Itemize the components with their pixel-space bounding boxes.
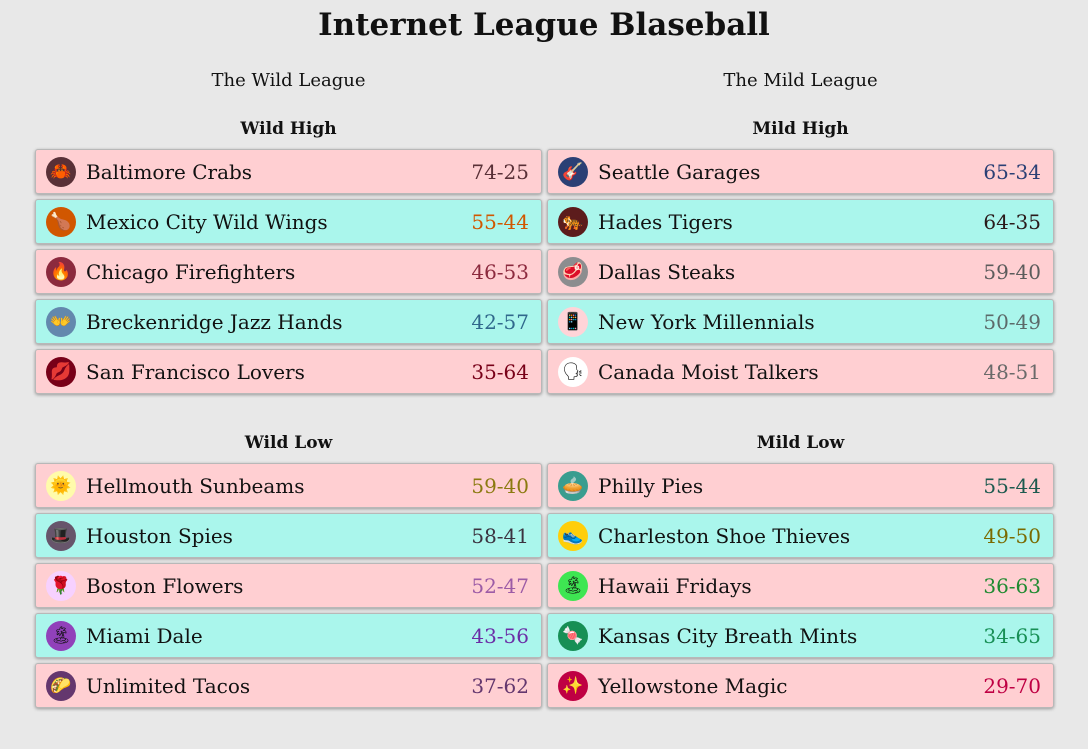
team-row[interactable]: 🎩 Houston Spies 58-41 — [35, 513, 542, 558]
team-name[interactable]: Chicago Firefighters — [86, 259, 296, 284]
team-row[interactable]: 📱 New York Millennials 50-49 — [547, 299, 1054, 344]
team-row[interactable]: ✨ Yellowstone Magic 29-70 — [547, 663, 1054, 708]
rose-icon: 🌹 — [46, 570, 76, 601]
team-row[interactable]: 🗣 Canada Moist Talkers 48-51 — [547, 349, 1054, 394]
team-row[interactable]: 🥧 Philly Pies 55-44 — [547, 463, 1054, 508]
talking-head-icon: 🗣 — [558, 356, 588, 387]
mild-league: The Mild League Mild High 🎸 Seattle Garag… — [547, 47, 1054, 713]
team-record: 58-41 — [471, 523, 529, 548]
division-name: Wild Low — [244, 433, 333, 453]
team-name[interactable]: New York Millennials — [598, 309, 815, 334]
island-icon: 🏝 — [558, 570, 588, 601]
team-row[interactable]: 🐅 Hades Tigers 64-35 — [547, 199, 1054, 244]
team-record: 52-47 — [471, 573, 529, 598]
division-name: Wild High — [240, 119, 337, 139]
division-standings: 🌞 Hellmouth Sunbeams 59-40 🎩 Houston Spies 58… — [35, 463, 542, 708]
mint-icon: 🍬 — [558, 620, 588, 651]
team-name[interactable]: Unlimited Tacos — [86, 673, 251, 698]
team-name[interactable]: Philly Pies — [598, 473, 704, 498]
league-name: The Wild League — [211, 70, 366, 91]
team-record: 74-25 — [471, 159, 529, 184]
team-name[interactable]: Seattle Garages — [598, 159, 761, 184]
team-name[interactable]: Charleston Shoe Thieves — [598, 523, 851, 548]
team-record: 59-40 — [983, 259, 1041, 284]
team-name[interactable]: San Francisco Lovers — [86, 359, 305, 384]
steak-icon: 🥩 — [558, 256, 588, 287]
team-record: 34-65 — [983, 623, 1041, 648]
team-record: 59-40 — [471, 473, 529, 498]
team-record: 43-56 — [471, 623, 529, 648]
team-row[interactable]: 💋 San Francisco Lovers 35-64 — [35, 349, 542, 394]
fire-icon: 🔥 — [46, 256, 76, 287]
team-row[interactable]: 🏝 Miami Dale 43-56 — [35, 613, 542, 658]
division-name: Mild High — [752, 119, 849, 139]
page-title: Internet League Blaseball — [318, 7, 770, 43]
team-name[interactable]: Houston Spies — [86, 523, 233, 548]
team-name[interactable]: Canada Moist Talkers — [598, 359, 819, 384]
tiger-icon: 🐅 — [558, 206, 588, 237]
team-name[interactable]: Boston Flowers — [86, 573, 244, 598]
taco-icon: 🌮 — [46, 670, 76, 701]
team-name[interactable]: Hawaii Fridays — [598, 573, 752, 598]
team-row[interactable]: 🌹 Boston Flowers 52-47 — [35, 563, 542, 608]
phone-icon: 📱 — [558, 306, 588, 337]
lips-icon: 💋 — [46, 356, 76, 387]
team-record: 42-57 — [471, 309, 529, 334]
team-name[interactable]: Dallas Steaks — [598, 259, 736, 284]
team-record: 49-50 — [983, 523, 1041, 548]
team-row[interactable]: 🔥 Chicago Firefighters 46-53 — [35, 249, 542, 294]
shoe-icon: 👟 — [558, 520, 588, 551]
team-record: 65-34 — [983, 159, 1041, 184]
team-record: 35-64 — [471, 359, 529, 384]
team-name[interactable]: Hellmouth Sunbeams — [86, 473, 305, 498]
sparkles-icon: ✨ — [558, 670, 588, 701]
team-name[interactable]: Miami Dale — [86, 623, 203, 648]
division-standings: 🦀 Baltimore Crabs 74-25 🍗 Mexico City Wild W… — [35, 149, 542, 394]
team-name[interactable]: Hades Tigers — [598, 209, 733, 234]
chicken-leg-icon: 🍗 — [46, 206, 76, 237]
team-name[interactable]: Baltimore Crabs — [86, 159, 253, 184]
division-name: Mild Low — [756, 433, 845, 453]
team-row[interactable]: 🦀 Baltimore Crabs 74-25 — [35, 149, 542, 194]
division-standings: 🎸 Seattle Garages 65-34 🐅 Hades Tigers 64-35 🥩… — [547, 149, 1054, 394]
team-record: 55-44 — [983, 473, 1041, 498]
team-name[interactable]: Mexico City Wild Wings — [86, 209, 328, 234]
team-row[interactable]: 🌮 Unlimited Tacos 37-62 — [35, 663, 542, 708]
team-record: 50-49 — [983, 309, 1041, 334]
guitar-icon: 🎸 — [558, 156, 588, 187]
wild-league: The Wild League Wild High 🦀 Baltimore Cra… — [35, 47, 542, 713]
team-record: 48-51 — [983, 359, 1041, 384]
team-record: 37-62 — [471, 673, 529, 698]
team-row[interactable]: 🌞 Hellmouth Sunbeams 59-40 — [35, 463, 542, 508]
team-row[interactable]: 🎸 Seattle Garages 65-34 — [547, 149, 1054, 194]
team-record: 36-63 — [983, 573, 1041, 598]
team-row[interactable]: 🍬 Kansas City Breath Mints 34-65 — [547, 613, 1054, 658]
spy-hat-icon: 🎩 — [46, 520, 76, 551]
team-name[interactable]: Yellowstone Magic — [598, 673, 788, 698]
jazz-hands-icon: 👐 — [46, 306, 76, 337]
division-standings: 🥧 Philly Pies 55-44 👟 Charleston Shoe Thieve… — [547, 463, 1054, 708]
sun-icon: 🌞 — [46, 470, 76, 501]
team-record: 64-35 — [983, 209, 1041, 234]
pie-icon: 🥧 — [558, 470, 588, 501]
team-record: 55-44 — [471, 209, 529, 234]
crab-icon: 🦀 — [46, 156, 76, 187]
team-row[interactable]: 👟 Charleston Shoe Thieves 49-50 — [547, 513, 1054, 558]
beach-icon: 🏝 — [46, 620, 76, 651]
team-name[interactable]: Breckenridge Jazz Hands — [86, 309, 343, 334]
team-record: 29-70 — [983, 673, 1041, 698]
team-row[interactable]: 🍗 Mexico City Wild Wings 55-44 — [35, 199, 542, 244]
team-row[interactable]: 👐 Breckenridge Jazz Hands 42-57 — [35, 299, 542, 344]
league-name: The Mild League — [723, 70, 878, 91]
team-row[interactable]: 🥩 Dallas Steaks 59-40 — [547, 249, 1054, 294]
team-name[interactable]: Kansas City Breath Mints — [598, 623, 858, 648]
team-row[interactable]: 🏝 Hawaii Fridays 36-63 — [547, 563, 1054, 608]
team-record: 46-53 — [471, 259, 529, 284]
